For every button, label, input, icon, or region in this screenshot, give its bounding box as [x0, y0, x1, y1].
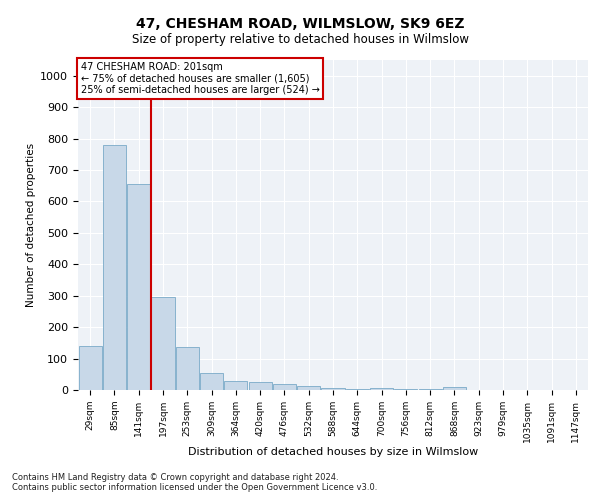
Bar	[273, 384, 296, 390]
Bar	[346, 389, 369, 390]
Bar	[151, 298, 175, 390]
Bar	[248, 382, 272, 390]
Bar	[224, 380, 247, 390]
Text: 47 CHESHAM ROAD: 201sqm
← 75% of detached houses are smaller (1,605)
25% of semi: 47 CHESHAM ROAD: 201sqm ← 75% of detache…	[80, 62, 319, 95]
Text: 47, CHESHAM ROAD, WILMSLOW, SK9 6EZ: 47, CHESHAM ROAD, WILMSLOW, SK9 6EZ	[136, 18, 464, 32]
Text: Contains public sector information licensed under the Open Government Licence v3: Contains public sector information licen…	[12, 482, 377, 492]
Bar	[297, 386, 320, 390]
Bar	[79, 346, 101, 390]
Bar	[127, 184, 150, 390]
X-axis label: Distribution of detached houses by size in Wilmslow: Distribution of detached houses by size …	[188, 448, 478, 458]
Bar	[176, 347, 199, 390]
Bar	[322, 388, 344, 390]
Bar	[200, 372, 223, 390]
Bar	[443, 387, 466, 390]
Text: Contains HM Land Registry data © Crown copyright and database right 2024.: Contains HM Land Registry data © Crown c…	[12, 472, 338, 482]
Text: Size of property relative to detached houses in Wilmslow: Size of property relative to detached ho…	[131, 32, 469, 46]
Y-axis label: Number of detached properties: Number of detached properties	[26, 143, 36, 307]
Bar	[370, 388, 393, 390]
Bar	[103, 145, 126, 390]
Bar	[394, 389, 418, 390]
